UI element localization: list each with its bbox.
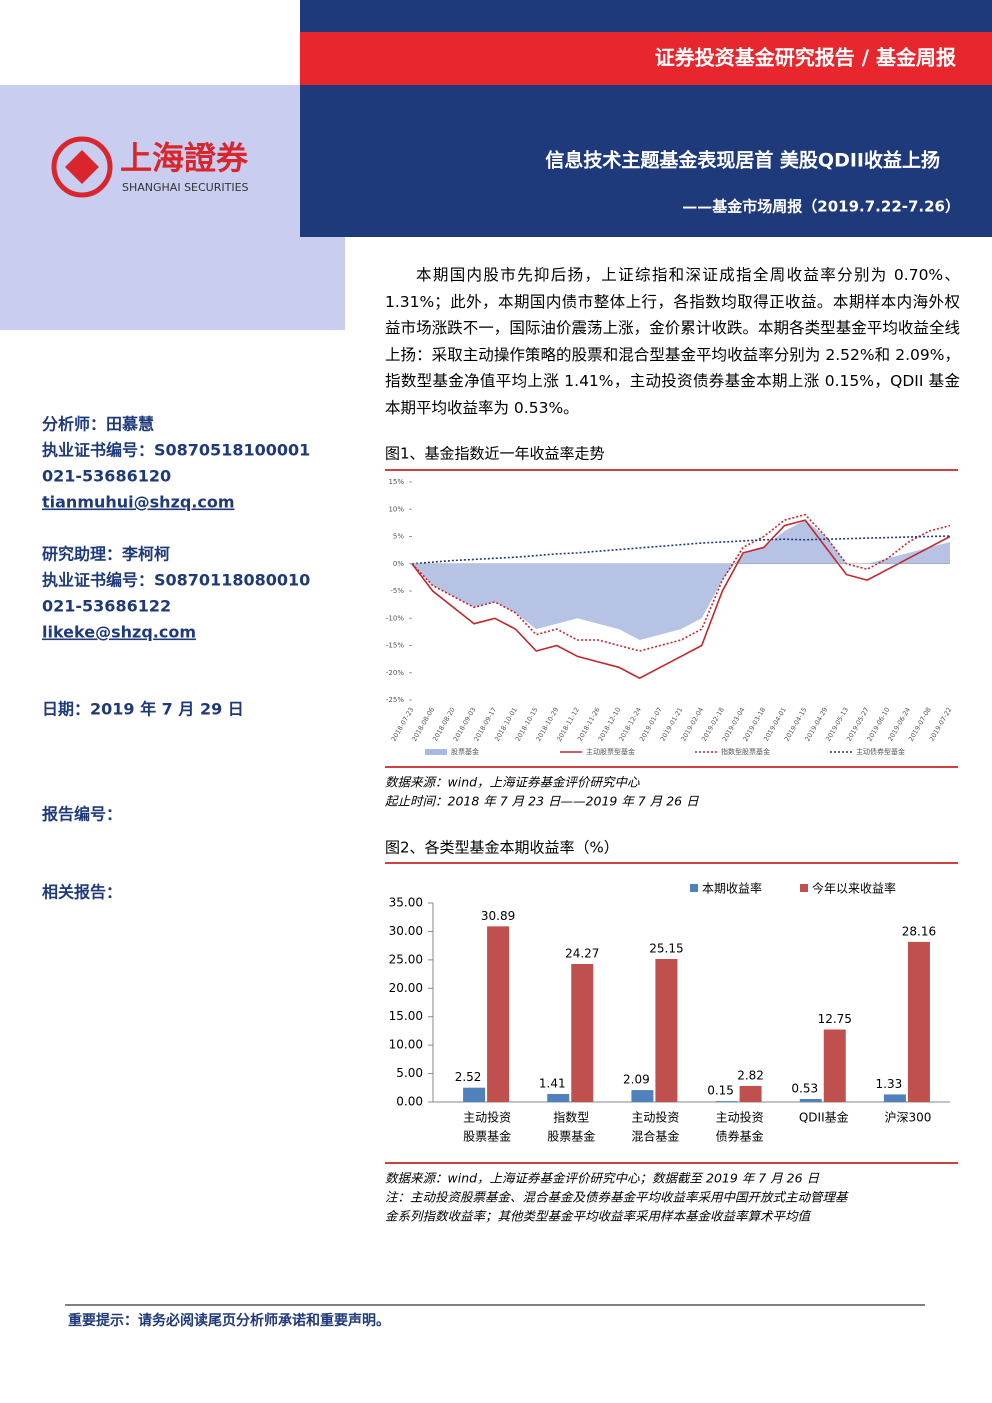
legend-label: 股票基金 [451, 747, 479, 756]
bar [883, 1094, 906, 1102]
figure-note: 金系列指数收益率；其他类型基金平均收益率采用样本基金收益率算术平均值 [385, 1209, 812, 1224]
report-title: 信息技术主题基金表现居首 美股QDII收益上扬 [545, 149, 940, 172]
x-tick-label: 主动投资 [716, 1110, 764, 1125]
x-tick-label: 债券基金 [716, 1129, 764, 1144]
y-tick-label: -20% [386, 669, 404, 677]
bar [571, 964, 594, 1102]
value-label: 0.53 [791, 1081, 818, 1095]
related-reports: 相关报告： [42, 883, 122, 902]
logo-text: 上海證券 [120, 139, 249, 177]
y-tick-label: 10% [388, 505, 404, 513]
value-label: 25.15 [649, 942, 683, 956]
y-tick-label: 15% [388, 478, 404, 486]
area [412, 520, 950, 640]
figure-note: 数据来源：wind，上海证券基金评价研究中心；数据截至 2019 年 7 月 2… [385, 1171, 820, 1186]
x-tick-label: QDII基金 [799, 1110, 849, 1125]
logo-ring [51, 136, 113, 198]
y-tick-label: -25% [386, 696, 404, 704]
value-label: 2.52 [455, 1070, 482, 1084]
value-label: 2.82 [737, 1068, 764, 1082]
x-tick-label: 主动投资 [463, 1110, 511, 1125]
analyst: 分析师：田慕慧 [42, 415, 154, 434]
report-number: 报告编号： [42, 805, 122, 824]
x-tick-label: 主动投资 [631, 1110, 679, 1125]
y-tick-label: -15% [386, 642, 404, 650]
x-tick-label: 沪深300 [884, 1111, 931, 1125]
date: 日期：2019 年 7 月 29 日 [42, 700, 244, 719]
bar [463, 1087, 486, 1102]
phone: 021-53686120 [42, 467, 171, 486]
legend-label: 主动债券型基金 [856, 747, 905, 756]
figure-note: 起止时间：2018 年 7 月 23 日——2019 年 7 月 26 日 [385, 794, 699, 809]
legend-label: 本期收益率 [702, 881, 762, 896]
logo-diamond [65, 150, 99, 184]
bar [907, 941, 930, 1102]
legend-swatch [800, 884, 808, 892]
x-tick-label: 混合基金 [631, 1129, 679, 1144]
bar [631, 1090, 654, 1102]
bar [547, 1093, 570, 1102]
email[interactable]: tianmuhui@shzq.com [42, 493, 235, 512]
figure-title: 图1、基金指数近一年收益率走势 [385, 445, 605, 463]
report-subtitle: ——基金市场周报（2019.7.22-7.26） [682, 198, 960, 216]
legend-label: 指数型股票基金 [721, 747, 770, 756]
value-label: 0.15 [707, 1084, 734, 1098]
assistant: 研究助理：李柯柯 [42, 545, 170, 564]
value-label: 1.33 [876, 1077, 903, 1091]
y-tick-label: 10.00 [389, 1038, 423, 1052]
line [411, 535, 951, 565]
y-tick-label: -10% [386, 614, 404, 622]
header-band [300, 85, 992, 237]
line [411, 519, 951, 680]
figure-note: 注：主动投资股票基金、混合基金及债券基金平均收益率采用中国开放式主动管理基 [385, 1190, 849, 1205]
figure-title: 图2、各类型基金本期收益率（%） [385, 839, 619, 857]
y-tick-label: 0% [393, 560, 404, 568]
legend-swatch [425, 749, 447, 755]
x-tick-label: 指数型 [553, 1110, 589, 1125]
header-band [300, 32, 992, 85]
summary: 本期国内股市先抑后扬，上证综指和深证成指全周收益率分别为 0.70%、1.31%… [385, 266, 960, 417]
email[interactable]: likeke@shzq.com [42, 623, 196, 642]
value-label: 1.41 [539, 1076, 566, 1090]
legend-swatch [690, 884, 698, 892]
value-label: 2.09 [623, 1073, 650, 1087]
x-tick-label: 股票基金 [547, 1129, 595, 1144]
report-type: 证券投资基金研究报告 / 基金周报 [655, 46, 956, 70]
bar [487, 926, 510, 1102]
value-label: 12.75 [818, 1012, 852, 1026]
y-tick-label: 5% [393, 533, 404, 541]
y-tick-label: 15.00 [389, 1009, 423, 1023]
logo-panel [300, 237, 345, 330]
header-band [300, 0, 992, 32]
bar [715, 1101, 738, 1102]
cert: 执业证书编号：S0870118080010 [42, 571, 310, 590]
bar [655, 959, 678, 1102]
charts: 15%10%5%0%-5%-10%-15%-20%-25%2018-07-232… [386, 478, 954, 1144]
y-tick-label: 30.00 [389, 924, 423, 938]
value-label: 28.16 [902, 924, 936, 938]
bar [799, 1098, 822, 1102]
value-label: 24.27 [565, 947, 599, 961]
y-tick-label: 35.00 [389, 896, 423, 910]
value-label: 30.89 [481, 909, 515, 923]
phone: 021-53686122 [42, 597, 171, 616]
logo: 上海證券 SHANGHAI SECURITIES [51, 136, 249, 198]
y-tick-label: -5% [390, 587, 404, 595]
figure-note: 数据来源：wind，上海证券基金评价研究中心 [385, 775, 640, 790]
cert: 执业证书编号：S0870518100001 [42, 441, 310, 460]
y-tick-label: 5.00 [396, 1066, 423, 1080]
y-tick-label: 25.00 [389, 952, 423, 966]
y-tick-label: 0.00 [396, 1095, 423, 1109]
logo-panel [0, 85, 300, 330]
bar [739, 1085, 762, 1102]
bar [823, 1029, 846, 1102]
legend-label: 主动股票型基金 [586, 747, 635, 756]
logo-text-en: SHANGHAI SECURITIES [122, 181, 249, 194]
x-tick-label: 股票基金 [463, 1129, 511, 1144]
legend-label: 今年以来收益率 [812, 881, 896, 896]
footer-note: 重要提示：请务必阅读尾页分析师承诺和重要声明。 [68, 1312, 390, 1329]
y-tick-label: 20.00 [389, 981, 423, 995]
